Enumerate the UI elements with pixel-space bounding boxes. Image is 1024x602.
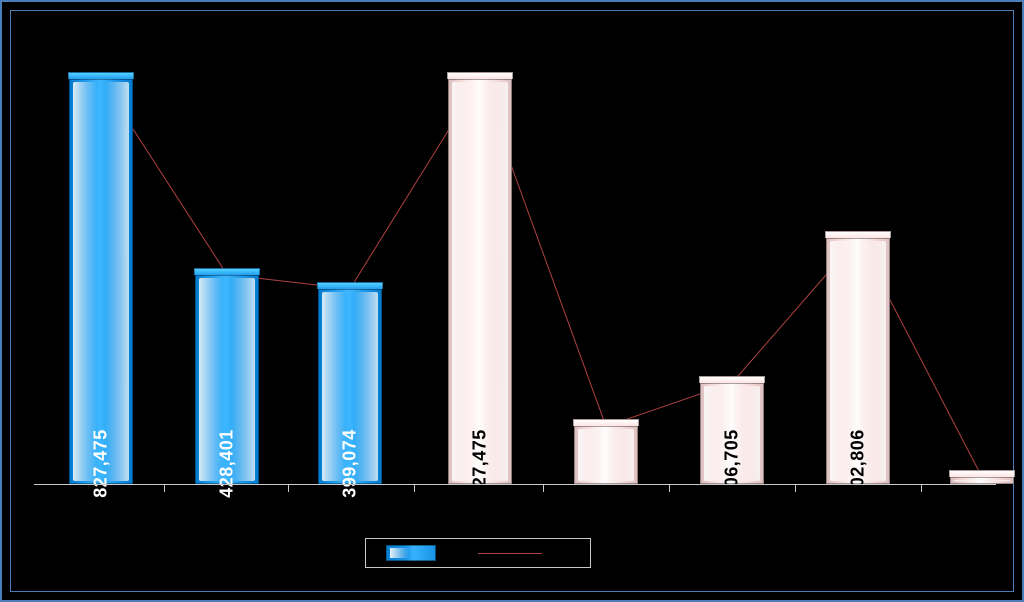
bar-value-label: 827,475: [91, 429, 112, 498]
bar-value-label: 827,475: [470, 429, 491, 498]
bar: 399,074: [318, 289, 382, 484]
x-tick: [543, 485, 544, 492]
bar: 502,806: [826, 238, 890, 484]
plot-area: 827,475 428,401 399,074 827,475 206,705 502,8…: [34, 44, 996, 484]
bar: 827,475: [69, 79, 133, 484]
x-axis-baseline: [34, 484, 996, 485]
bar-value-label: 502,806: [848, 429, 869, 498]
x-tick: [164, 485, 165, 492]
x-tick: [414, 485, 415, 492]
x-tick: [669, 485, 670, 492]
legend-bar-swatch: [386, 545, 436, 561]
bar: 428,401: [195, 275, 259, 484]
legend-line-swatch: [478, 553, 542, 554]
x-tick: [921, 485, 922, 492]
x-tick: [288, 485, 289, 492]
chart-canvas: 827,475 428,401 399,074 827,475 206,705 502,8…: [0, 0, 1024, 602]
legend: [365, 538, 591, 568]
bar-value-label: 399,074: [340, 429, 361, 498]
bar: 206,705: [700, 383, 764, 484]
bar: [574, 426, 638, 484]
x-tick: [795, 485, 796, 492]
bar: 827,475: [448, 79, 512, 484]
bar-value-label: 428,401: [217, 429, 238, 498]
bar-value-label: 206,705: [722, 429, 743, 498]
bar: [950, 477, 1014, 484]
